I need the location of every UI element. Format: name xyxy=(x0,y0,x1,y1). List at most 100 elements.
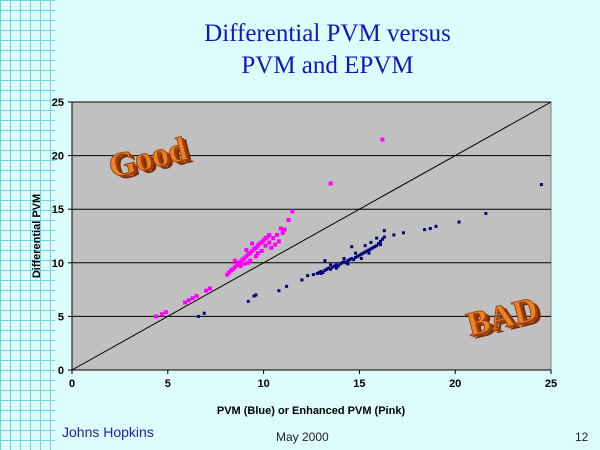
pvm-point xyxy=(329,267,333,271)
pvm-point xyxy=(359,257,363,261)
epvm-point xyxy=(234,262,239,267)
epvm-point xyxy=(269,245,274,250)
pvm-point xyxy=(196,314,200,318)
epvm-point xyxy=(248,258,253,263)
y-tick-label: 20 xyxy=(52,151,64,163)
pvm-point xyxy=(306,274,310,278)
epvm-point xyxy=(244,254,249,259)
epvm-point xyxy=(282,227,287,232)
pvm-point xyxy=(392,233,396,237)
data-points xyxy=(154,137,543,319)
epvm-point xyxy=(250,241,255,246)
y-tick-label: 15 xyxy=(52,204,64,216)
epvm-point xyxy=(259,249,264,254)
pvm-point xyxy=(315,272,319,276)
epvm-point xyxy=(246,260,251,265)
pvm-point xyxy=(457,220,461,224)
pvm-point xyxy=(331,265,335,269)
title-line-1: Differential PVM versus xyxy=(204,20,451,47)
pvm-point xyxy=(285,284,289,288)
pvm-point xyxy=(334,266,338,270)
epvm-point xyxy=(244,247,249,252)
pvm-point xyxy=(373,245,377,249)
y-tick-label: 10 xyxy=(52,258,64,270)
pvm-point xyxy=(332,264,336,268)
pvm-point xyxy=(371,246,375,250)
epvm-point xyxy=(290,209,295,214)
pvm-point xyxy=(350,257,354,261)
reference-diagonal-line xyxy=(71,101,552,371)
pvm-point xyxy=(377,242,381,246)
epvm-point xyxy=(183,300,188,305)
pvm-point xyxy=(334,263,338,267)
epvm-point xyxy=(380,137,385,142)
epvm-point xyxy=(255,251,260,256)
axis-ticks: 0 5 10 15 20 25 0 5 10 15 20 25 xyxy=(52,97,557,390)
epvm-point xyxy=(207,286,212,291)
slide-number: 12 xyxy=(575,430,589,444)
epvm-point xyxy=(276,239,281,244)
epvm-point xyxy=(278,226,283,231)
epvm-point xyxy=(259,240,264,245)
epvm-point xyxy=(190,296,195,301)
epvm-point xyxy=(230,267,235,272)
epvm-point xyxy=(273,242,278,247)
pvm-point xyxy=(428,226,432,230)
epvm-series xyxy=(154,137,385,319)
pvm-point xyxy=(346,259,350,263)
pvm-point xyxy=(434,224,438,228)
slide-title: Differential PVM versus PVM and EPVM xyxy=(55,18,600,82)
x-tick-label: 25 xyxy=(545,378,557,390)
pvm-point xyxy=(357,253,361,257)
epvm-point xyxy=(253,245,258,250)
pvm-point xyxy=(323,259,327,263)
epvm-point xyxy=(238,264,243,269)
epvm-point xyxy=(186,298,191,303)
pvm-point xyxy=(319,272,323,276)
pvm-point xyxy=(361,251,365,255)
pvm-point xyxy=(319,269,323,273)
epvm-point xyxy=(204,288,209,293)
pvm-point xyxy=(336,264,340,268)
epvm-point xyxy=(232,265,237,270)
pvm-point xyxy=(375,244,379,248)
pvm-point xyxy=(382,229,386,233)
y-tick-label: 0 xyxy=(58,365,64,377)
pvm-point xyxy=(346,262,350,266)
pvm-point xyxy=(369,247,373,251)
pvm-point xyxy=(359,252,363,256)
pvm-point xyxy=(365,249,369,253)
epvm-point xyxy=(232,258,237,263)
epvm-point xyxy=(154,314,159,319)
pvm-point xyxy=(350,245,354,249)
pvm-point xyxy=(325,267,329,271)
y-tick-label: 5 xyxy=(58,311,64,323)
pvm-point xyxy=(338,262,342,266)
pvm-point xyxy=(363,250,367,254)
epvm-point xyxy=(261,238,266,243)
pvm-point xyxy=(342,257,346,261)
pvm-point xyxy=(252,294,256,298)
pvm-point xyxy=(484,211,488,215)
epvm-point xyxy=(227,270,232,275)
pvm-point xyxy=(202,311,206,315)
epvm-point xyxy=(255,243,260,248)
epvm-point xyxy=(271,236,276,241)
epvm-point xyxy=(267,240,272,245)
footer-date: May 2000 xyxy=(276,430,329,444)
pvm-point xyxy=(329,263,333,267)
epvm-point xyxy=(163,310,168,315)
epvm-point xyxy=(267,232,272,237)
epvm-point xyxy=(194,294,199,299)
x-tick-label: 0 xyxy=(69,378,75,390)
pvm-point xyxy=(344,261,348,265)
pvm-point xyxy=(369,240,373,244)
x-tick-label: 10 xyxy=(257,378,269,390)
pvm-point xyxy=(340,261,344,265)
epvm-point xyxy=(253,254,258,259)
pvm-point xyxy=(300,278,304,282)
pvm-point xyxy=(539,183,543,187)
x-tick-label: 5 xyxy=(165,378,171,390)
x-tick-label: 20 xyxy=(449,378,461,390)
